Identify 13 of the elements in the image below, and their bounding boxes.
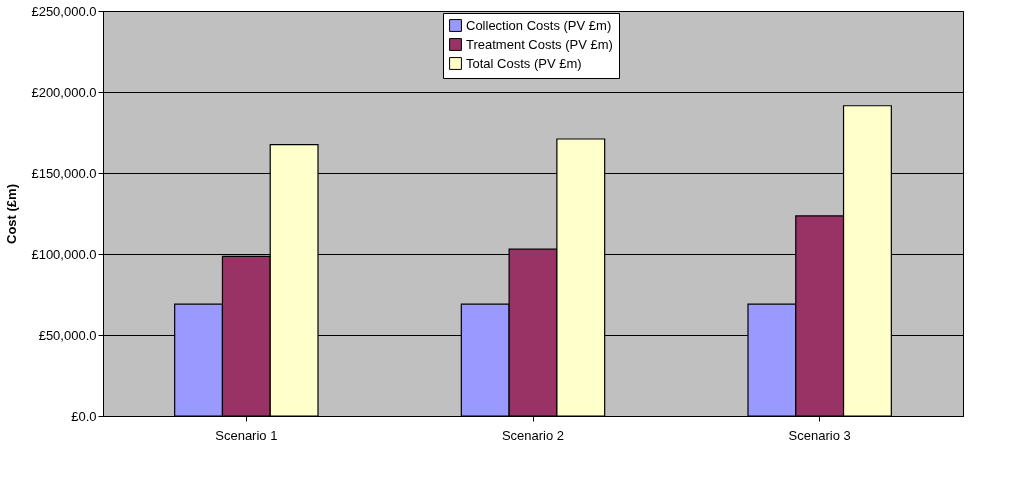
y-tick-label: £200,000.0 <box>31 84 97 100</box>
legend-label: Treatment Costs (PV £m) <box>466 36 613 52</box>
y-tick-label: £0.0 <box>71 408 97 424</box>
x-tick-label: Scenario 3 <box>788 427 851 443</box>
x-tick-label: Scenario 1 <box>215 427 278 443</box>
y-axis-title: Cost (£m) <box>4 184 20 244</box>
legend-label: Collection Costs (PV £m) <box>466 17 612 33</box>
y-tick-label: £50,000.0 <box>38 327 97 343</box>
y-tick-label: £150,000.0 <box>31 165 97 181</box>
legend-label: Total Costs (PV £m) <box>466 55 582 71</box>
x-tick-label: Scenario 2 <box>501 427 565 443</box>
y-tick-label: £250,000.0 <box>31 3 97 19</box>
y-tick-label: £100,000.0 <box>31 246 97 262</box>
